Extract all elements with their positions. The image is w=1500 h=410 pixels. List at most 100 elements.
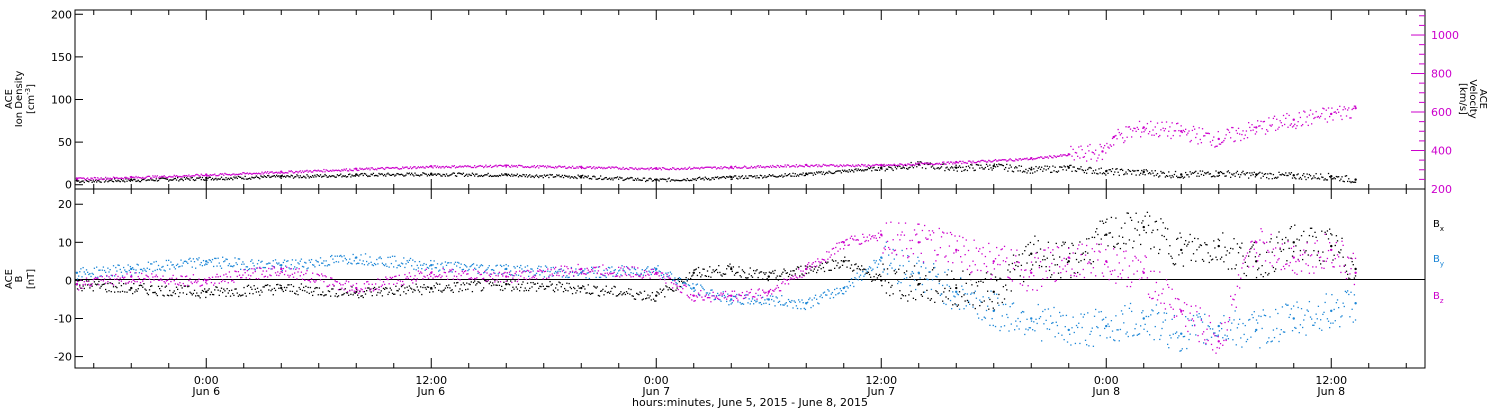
data-point [651, 168, 654, 170]
data-point [1163, 130, 1165, 132]
data-point [461, 268, 463, 271]
data-point [162, 176, 164, 178]
data-point [1080, 313, 1082, 315]
data-point [442, 266, 444, 268]
data-point [530, 166, 532, 168]
data-point [679, 277, 682, 280]
data-point [471, 172, 474, 174]
data-point [236, 173, 238, 176]
data-point [517, 274, 520, 276]
data-point [1172, 333, 1174, 335]
data-point [717, 167, 719, 169]
data-point [1214, 146, 1216, 148]
data-point [434, 173, 436, 175]
data-point [908, 167, 910, 169]
data-point [459, 288, 461, 290]
data-point [363, 168, 366, 170]
data-point [1296, 301, 1298, 303]
data-point [187, 284, 189, 287]
data-point [894, 166, 897, 168]
data-point [855, 164, 857, 166]
data-point [1154, 126, 1156, 128]
data-point [496, 264, 498, 266]
data-point [703, 179, 705, 181]
data-point [235, 262, 237, 264]
data-point [1084, 339, 1087, 341]
data-point [494, 165, 496, 167]
data-point [942, 284, 944, 287]
data-point [562, 176, 565, 179]
data-point [1259, 253, 1261, 256]
data-point [1064, 154, 1066, 156]
data-point [949, 299, 952, 302]
data-point [876, 277, 879, 279]
data-point [1091, 327, 1093, 329]
data-point [453, 263, 456, 265]
data-point [1090, 167, 1092, 169]
data-point [1196, 175, 1198, 177]
data-point [97, 277, 99, 280]
data-point [588, 177, 591, 180]
data-point [1289, 173, 1291, 175]
data-point [1266, 129, 1268, 131]
data-point [1225, 175, 1227, 177]
data-point [514, 165, 516, 168]
data-point [1244, 134, 1246, 136]
data-point [531, 268, 533, 270]
data-point [1172, 134, 1174, 137]
data-point [159, 288, 161, 290]
data-point [1107, 172, 1109, 174]
data-point [349, 258, 351, 260]
data-point [1170, 255, 1172, 257]
data-point [494, 174, 496, 177]
data-point [1137, 221, 1140, 223]
data-point [1079, 241, 1081, 243]
data-anchor [1030, 317, 1033, 320]
data-point [205, 281, 207, 284]
data-point [757, 165, 759, 167]
data-point [934, 168, 936, 170]
data-point [1152, 129, 1154, 131]
data-point [1131, 310, 1133, 313]
data-point [450, 174, 452, 176]
data-anchor [580, 175, 583, 178]
data-point [1168, 253, 1170, 255]
data-point [1084, 169, 1087, 172]
data-point [903, 272, 906, 274]
data-point [476, 282, 478, 285]
data-point [258, 177, 260, 179]
data-point [407, 173, 409, 175]
data-point [1011, 159, 1014, 162]
data-point [228, 290, 231, 292]
data-point [853, 269, 855, 271]
data-point [97, 283, 99, 285]
data-point [1117, 171, 1119, 173]
data-point [1018, 254, 1020, 256]
data-point [872, 167, 874, 169]
data-point [496, 284, 498, 286]
data-point [1267, 173, 1269, 175]
data-point [139, 177, 142, 179]
data-point [1020, 264, 1023, 267]
data-point [1258, 267, 1260, 269]
data-point [1307, 310, 1309, 312]
data-point [210, 291, 213, 293]
data-point [1233, 172, 1235, 175]
data-point [224, 290, 226, 292]
data-point [397, 173, 399, 175]
data-point [676, 167, 678, 170]
data-point [290, 284, 292, 286]
data-point [1153, 246, 1155, 248]
data-point [651, 291, 654, 294]
data-point [642, 298, 645, 300]
data-point [190, 260, 192, 262]
data-point [380, 173, 382, 175]
data-point [700, 178, 702, 180]
data-point [1032, 329, 1034, 331]
data-point [1014, 329, 1016, 331]
data-anchor [1101, 150, 1104, 153]
data-point [181, 265, 183, 267]
data-point [832, 164, 835, 166]
data-point [1279, 248, 1281, 250]
data-point [909, 166, 911, 168]
